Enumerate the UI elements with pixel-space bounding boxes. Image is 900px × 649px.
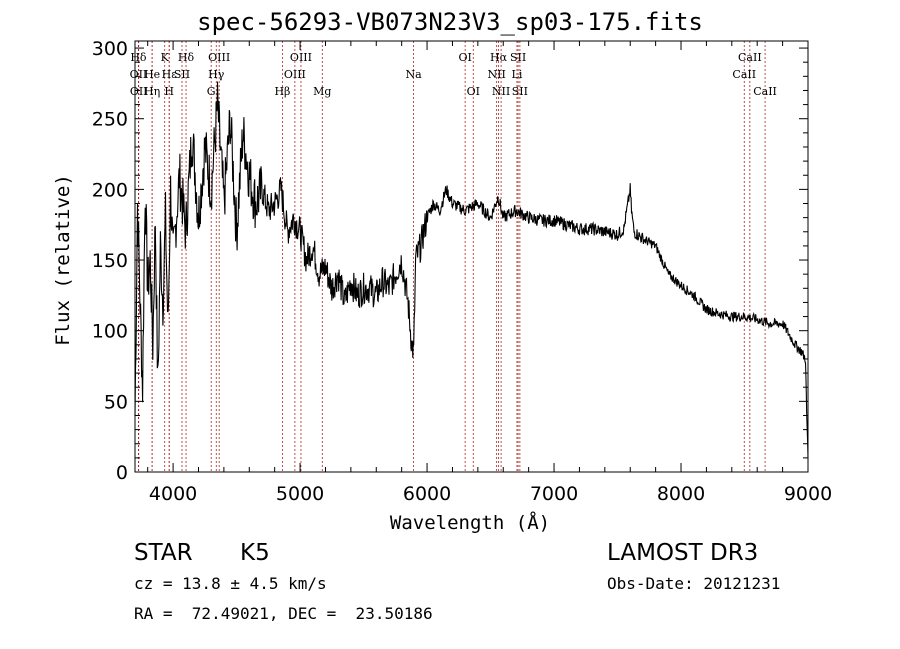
- line-marker-label: Mg: [313, 85, 331, 98]
- x-tick-label: 8000: [657, 483, 705, 505]
- chart-title: spec-56293-VB073N23V3_sp03-175.fits: [197, 8, 703, 36]
- line-marker-label: Hη: [144, 85, 160, 98]
- x-tick-label: 5000: [276, 483, 324, 505]
- y-tick-label: 100: [92, 321, 128, 343]
- line-marker-label: Li: [512, 68, 523, 81]
- line-marker-label: OII: [130, 68, 148, 81]
- line-marker-label: Hδ: [130, 51, 147, 64]
- y-axis-ticks: 0 50 100 150 200 250 300: [92, 38, 808, 484]
- y-tick-label: 0: [116, 462, 128, 484]
- redshift-readout: cz = 13.8 ± 4.5 km/s: [134, 574, 327, 593]
- line-marker-label: Na: [406, 68, 423, 81]
- obs-date: Obs-Date: 20121231: [607, 574, 781, 593]
- line-marker-label: CaII: [738, 51, 762, 64]
- x-tick-label: 6000: [403, 483, 451, 505]
- line-marker-label: NII: [492, 85, 510, 98]
- y-tick-label: 250: [92, 109, 128, 131]
- line-marker-label: Hδ: [178, 51, 195, 64]
- spectrum-line: [134, 81, 809, 458]
- coordinates-readout: RA = 72.49021, DEC = 23.50186: [134, 604, 433, 623]
- line-marker-label: CaII: [753, 85, 777, 98]
- line-marker-label: Hγ: [208, 68, 225, 81]
- line-marker-label: Hε: [162, 68, 178, 81]
- y-tick-label: 50: [104, 391, 128, 413]
- line-marker-label: OI: [467, 85, 480, 98]
- y-tick-label: 150: [92, 250, 128, 272]
- line-marker-labels: HδOIIOIIHeHηKHHεSIIHδGOIIIHγHβOIIIOIIIMg…: [130, 51, 777, 98]
- line-marker-label: OIII: [284, 68, 306, 81]
- line-marker-label: He: [144, 68, 160, 81]
- line-marker-label: G: [207, 85, 216, 98]
- plot-frame: [134, 40, 809, 473]
- x-axis-ticks: 4000 5000 6000 7000 8000 9000: [147, 41, 832, 505]
- y-tick-label: 200: [92, 179, 128, 201]
- line-markers: [138, 41, 766, 472]
- x-axis-label: Wavelength (Å): [389, 512, 551, 534]
- line-marker-label: K: [161, 51, 170, 64]
- line-marker-label: SII: [510, 51, 526, 64]
- line-marker-label: OIII: [208, 51, 230, 64]
- line-marker-label: OII: [130, 85, 148, 98]
- x-tick-label: 9000: [784, 483, 832, 505]
- line-marker-label: Hβ: [274, 85, 290, 98]
- line-marker-label: Hα: [490, 51, 508, 64]
- line-marker-label: SII: [174, 68, 190, 81]
- line-marker-label: CaII: [732, 68, 756, 81]
- line-marker-label: OI: [458, 51, 471, 64]
- survey-name: LAMOST DR3: [607, 540, 759, 566]
- y-axis-label: Flux (relative): [52, 174, 74, 346]
- x-tick-label: 4000: [149, 483, 197, 505]
- line-marker-label: SII: [512, 85, 528, 98]
- x-tick-label: 7000: [530, 483, 578, 505]
- line-marker-label: NII: [487, 68, 505, 81]
- line-marker-label: H: [164, 85, 174, 98]
- object-subclass: K5: [240, 540, 270, 566]
- object-class: STAR: [134, 540, 193, 566]
- line-marker-label: OIII: [290, 51, 312, 64]
- y-tick-label: 300: [92, 38, 128, 60]
